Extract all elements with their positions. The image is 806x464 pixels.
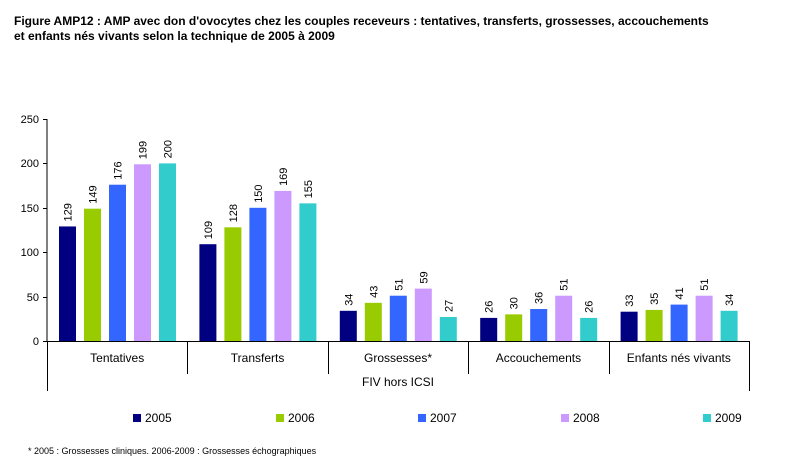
bar [530, 309, 548, 341]
category-label: Enfants nés vivants [627, 351, 731, 365]
data-label: 26 [484, 301, 496, 313]
bar [695, 295, 713, 341]
y-tick-label: 250 [21, 114, 39, 126]
category-label: Transferts [231, 351, 285, 365]
y-tick-label: 150 [21, 203, 39, 215]
y-tick-label: 100 [21, 247, 39, 259]
x-axis: Tentatives Transferts Grossesses* Accouchem… [47, 341, 750, 391]
data-label: 34 [343, 294, 355, 306]
data-label: 59 [418, 271, 430, 283]
chart-title-line-2: et enfants nés vivants selon la techniqu… [14, 29, 335, 43]
legend-swatch [418, 414, 426, 422]
bar [299, 203, 317, 341]
bar [555, 295, 573, 341]
bar [109, 184, 126, 341]
bar [274, 190, 292, 341]
data-label: 30 [509, 297, 521, 309]
data-label: 26 [584, 301, 596, 313]
category-label: Tentatives [90, 351, 144, 365]
legend-swatch [276, 414, 284, 422]
legend-label: 2007 [430, 411, 457, 425]
legend-label: 2006 [288, 411, 315, 425]
bars: 129 149 176 199 200 109 128 150 169 155 34 43 51 59 27… [59, 140, 738, 341]
data-label: 27 [443, 300, 455, 312]
data-label: 33 [624, 294, 636, 306]
category-label: Accouchements [496, 351, 581, 365]
legend-swatch [703, 414, 711, 422]
bar [480, 317, 498, 341]
bar [505, 314, 523, 341]
legend-swatch [561, 414, 569, 422]
data-label: 169 [278, 168, 290, 186]
data-label: 41 [674, 287, 686, 299]
chart-title-line-1: Figure AMP12 : AMP avec don d'ovocytes c… [14, 14, 709, 28]
data-label: 51 [393, 278, 405, 290]
legend-label: 2005 [145, 411, 172, 425]
bar [670, 304, 688, 341]
bar [439, 317, 457, 341]
group-label: FIV hors ICSI [362, 375, 434, 389]
bar [620, 311, 638, 341]
data-label: 149 [88, 185, 100, 203]
data-label: 128 [228, 204, 240, 222]
data-label: 200 [163, 140, 175, 158]
data-label: 43 [368, 286, 380, 298]
bar [389, 295, 407, 341]
bar [364, 302, 382, 341]
y-tick-label: 50 [27, 292, 39, 304]
bar [159, 163, 176, 341]
data-label: 51 [559, 278, 571, 290]
bar [199, 244, 217, 341]
legend-swatch [133, 414, 141, 422]
bar [59, 226, 76, 341]
chart-title: Figure AMP12 : AMP avec don d'ovocytes c… [14, 14, 804, 44]
data-label: 109 [203, 221, 215, 239]
y-tick-label: 200 [21, 158, 39, 170]
y-tick-label: 0 [33, 336, 39, 348]
bar [645, 309, 663, 341]
bar [134, 164, 151, 341]
bar [224, 227, 242, 341]
data-label: 150 [253, 184, 265, 202]
legend: 2005 2006 2007 2008 2009 [133, 411, 742, 425]
bar [339, 310, 357, 341]
data-label: 176 [113, 161, 125, 179]
data-label: 129 [63, 203, 75, 221]
bar [84, 208, 101, 341]
category-label: Grossesses* [364, 351, 432, 365]
data-label: 35 [649, 293, 661, 305]
footnote: * 2005 : Grossesses cliniques. 2006-2009… [28, 446, 317, 456]
data-label: 199 [138, 141, 150, 159]
data-label: 51 [699, 278, 711, 290]
data-label: 36 [534, 292, 546, 304]
legend-label: 2008 [573, 411, 600, 425]
bar [249, 207, 267, 341]
bar [720, 310, 738, 341]
data-label: 34 [724, 294, 736, 306]
data-label: 155 [303, 180, 315, 198]
bar [580, 317, 598, 341]
bar [414, 288, 432, 341]
legend-label: 2009 [715, 411, 742, 425]
y-axis: 0 50 100 150 200 250 [21, 114, 48, 348]
